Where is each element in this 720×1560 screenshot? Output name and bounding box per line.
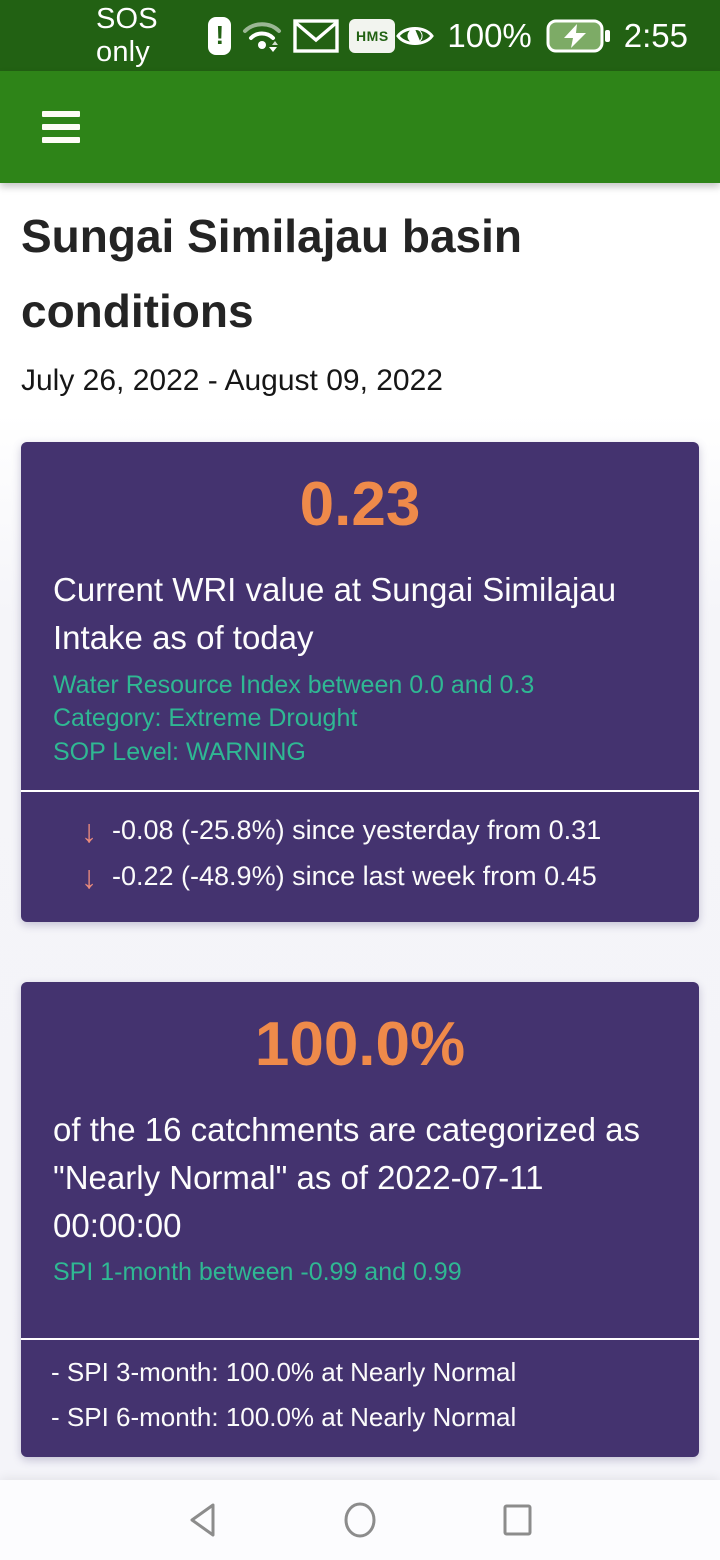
spi-description: of the 16 catchments are categorized as …: [53, 1110, 641, 1244]
menu-button[interactable]: [38, 103, 80, 151]
system-nav-bar: [0, 1480, 720, 1560]
wri-description: Current WRI value at Sungai Similajau In…: [53, 570, 617, 656]
spi-stat-row: - SPI 3-month: 100.0% at Nearly Normal: [51, 1357, 517, 1388]
wri-value: 0.23: [299, 469, 421, 539]
status-bar: SOS only ! HMS: [0, 0, 720, 71]
menu-bar: [42, 111, 80, 117]
page-title: Sungai Similajau basin conditions: [21, 210, 523, 338]
spi-detail-line: SPI 1-month between -0.99 and 0.99: [53, 1258, 462, 1287]
wri-detail-line: Water Resource Index between 0.0 and 0.3: [53, 670, 535, 699]
spi-stat-row: - SPI 6-month: 100.0% at Nearly Normal: [51, 1401, 517, 1432]
spi-value: 100.0%: [254, 1009, 466, 1079]
status-bar-right: 100% 2:55: [395, 17, 688, 55]
wri-stat-text: -0.22 (-48.9%) since last week from 0.45: [112, 861, 597, 892]
back-button[interactable]: [181, 1498, 225, 1542]
menu-bar: [42, 124, 80, 130]
home-button[interactable]: [338, 1498, 382, 1542]
date-range-label: July 26, 2022 - August 09, 2022: [21, 363, 443, 397]
down-arrow-icon: ↓: [81, 812, 97, 849]
recents-square-icon: [503, 1504, 532, 1536]
wri-detail-line: Category: Extreme Drought: [53, 704, 358, 733]
hms-badge-icon: HMS: [349, 18, 396, 53]
wri-stat-text: -0.08 (-25.8%) since yesterday from 0.31: [112, 815, 602, 846]
eye-icon: [395, 22, 435, 50]
wri-detail-line: SOP Level: WARNING: [53, 737, 306, 766]
clock-label: 2:55: [623, 16, 688, 54]
menu-bar: [42, 137, 80, 143]
app-header: [0, 71, 720, 183]
main-content: Sungai Similajau basin conditions July 2…: [0, 183, 720, 1480]
card-divider: [21, 1338, 699, 1341]
sim-alert-icon: !: [208, 16, 232, 55]
carrier-label: SOS only: [96, 2, 158, 68]
wri-stat-row: ↓ -0.08 (-25.8%) since yesterday from 0.…: [21, 808, 699, 854]
back-triangle-icon: [190, 1503, 215, 1537]
spi-card: 100.0% of the 16 catchments are categori…: [21, 981, 699, 1457]
recents-button[interactable]: [495, 1498, 539, 1542]
wri-details: Water Resource Index between 0.0 and 0.3…: [53, 669, 667, 770]
wri-card-footer: ↓ -0.08 (-25.8%) since yesterday from 0.…: [21, 789, 699, 922]
status-bar-left: SOS only ! HMS: [96, 2, 396, 69]
down-arrow-icon: ↓: [81, 858, 97, 895]
spi-details: SPI 1-month between -0.99 and 0.99: [53, 1256, 667, 1290]
wri-stats: ↓ -0.08 (-25.8%) since yesterday from 0.…: [21, 792, 699, 922]
wri-stat-row: ↓ -0.22 (-48.9%) since last week from 0.…: [21, 854, 699, 900]
spi-stats: - SPI 3-month: 100.0% at Nearly Normal -…: [21, 1340, 699, 1457]
card-divider: [21, 789, 699, 792]
mail-icon: [293, 18, 340, 53]
wri-card: 0.23 Current WRI value at Sungai Similaj…: [21, 441, 699, 922]
battery-percent-label: 100%: [447, 16, 532, 54]
spi-card-footer: - SPI 3-month: 100.0% at Nearly Normal -…: [21, 1338, 699, 1457]
wifi-icon: [241, 18, 283, 54]
battery-charging-icon: [546, 19, 612, 53]
home-circle-icon: [344, 1502, 376, 1538]
